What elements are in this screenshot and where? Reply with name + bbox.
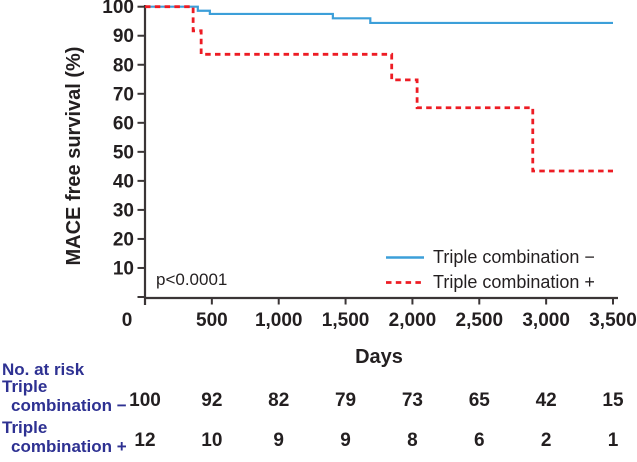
y-tick-label: 50	[113, 142, 134, 163]
legend-label-triple-combination-plus: Triple combination +	[433, 272, 595, 292]
risk-row-label-line1: Triple	[2, 418, 48, 437]
y-tick-label: 10	[113, 258, 134, 279]
risk-row-label-line1: Triple	[2, 377, 48, 396]
y-tick-label: 70	[113, 84, 134, 105]
risk-count: 10	[201, 430, 223, 451]
x-axis-title: Days	[355, 346, 403, 368]
risk-row-label-triple-combination-plus: Triple combination +	[2, 418, 127, 456]
y-tick-label: 60	[113, 113, 134, 134]
legend-solid-line-swatch	[386, 256, 424, 259]
legend-dashed-line-swatch	[386, 281, 424, 284]
risk-count: 100	[129, 390, 161, 411]
risk-table-title: No. at risk	[2, 360, 85, 379]
y-axis-title: MACE free survival (%)	[63, 46, 85, 266]
legend-item-triple-combination-plus: Triple combination +	[385, 273, 595, 293]
y-tick-label: 90	[113, 26, 134, 47]
risk-count: 6	[473, 430, 485, 451]
risk-count: 79	[334, 390, 357, 411]
p-value-label: p<0.0001	[156, 270, 228, 289]
x-tick-label: 2,000	[389, 310, 437, 331]
risk-count: 42	[535, 390, 557, 411]
survival-curve-triple-combination-plus	[145, 5, 613, 173]
risk-count: 65	[468, 390, 490, 411]
x-tick-label: 2,500	[456, 310, 504, 331]
x-tick-label: 0	[122, 310, 133, 331]
survival-curve-triple-combination-minus	[145, 5, 613, 25]
risk-count: 2	[540, 430, 552, 451]
x-tick-label: 500	[196, 310, 228, 331]
y-tick-label: 20	[113, 229, 134, 250]
y-tick-label: 100	[102, 0, 134, 18]
risk-count: 12	[134, 430, 156, 451]
risk-count: 9	[273, 430, 284, 451]
risk-count: 92	[201, 390, 223, 411]
risk-row-label-triple-combination-minus: Triple combination −	[2, 377, 127, 415]
risk-count: 82	[268, 390, 290, 411]
risk-count: 9	[340, 430, 351, 451]
y-tick-label: 30	[113, 200, 134, 221]
survival-plot-canvas: 10 20 30 40 50 60 70 80 90 100 0 500 1,000 1,500 2,000…	[102, 0, 637, 331]
legend-item-triple-combination-minus: Triple combination −	[385, 248, 595, 268]
x-tick-label: 3,000	[522, 310, 570, 331]
x-tick-label: 1,500	[322, 310, 370, 331]
risk-count: 15	[602, 390, 624, 411]
risk-count: 73	[401, 390, 423, 411]
risk-row-label-line2: combination −	[11, 396, 127, 415]
y-tick-label: 80	[113, 55, 134, 76]
x-tick-label: 3,500	[589, 310, 637, 331]
risk-count: 1	[607, 430, 619, 451]
risk-count: 8	[407, 430, 418, 451]
y-tick-label: 40	[113, 171, 134, 192]
x-tick-label: 1,000	[255, 310, 303, 331]
legend-label-triple-combination-minus: Triple combination −	[433, 247, 595, 267]
risk-row-label-line2: combination +	[11, 437, 127, 456]
